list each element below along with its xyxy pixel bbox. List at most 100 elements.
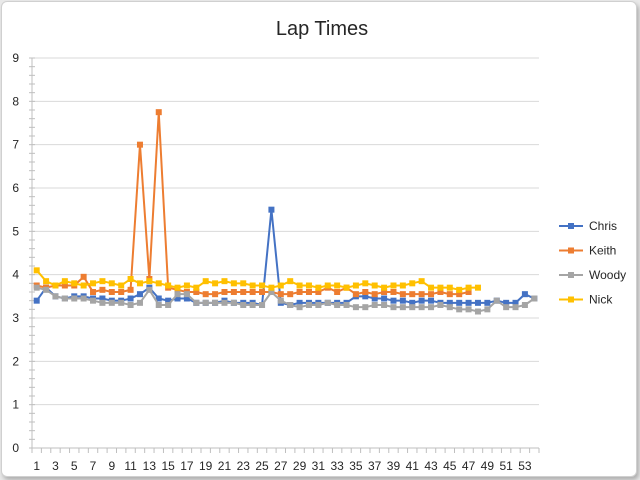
data-point-keith bbox=[437, 289, 444, 295]
x-tick-label: 9 bbox=[108, 459, 115, 473]
data-point-nick bbox=[33, 267, 40, 274]
data-point-woody bbox=[212, 299, 219, 306]
data-point-chris bbox=[268, 206, 275, 213]
data-point-keith bbox=[155, 109, 162, 116]
data-point-keith bbox=[61, 282, 68, 289]
data-point-nick bbox=[230, 280, 237, 287]
data-point-chris bbox=[165, 297, 172, 304]
data-point-woody bbox=[484, 306, 491, 313]
data-point-woody bbox=[446, 304, 453, 311]
data-point-woody bbox=[90, 297, 97, 304]
data-point-woody bbox=[99, 299, 106, 306]
data-point-woody bbox=[193, 299, 200, 306]
data-point-nick bbox=[371, 282, 378, 289]
x-tick-label: 15 bbox=[161, 459, 175, 473]
data-point-woody bbox=[456, 306, 463, 313]
data-point-keith bbox=[259, 289, 266, 295]
data-point-nick bbox=[465, 284, 472, 291]
x-tick-label: 45 bbox=[443, 459, 457, 473]
data-point-keith bbox=[409, 291, 416, 298]
data-point-nick bbox=[334, 282, 341, 289]
data-point-woody bbox=[230, 299, 237, 306]
data-point-woody bbox=[268, 289, 275, 295]
data-point-keith bbox=[371, 291, 378, 298]
data-point-nick bbox=[221, 278, 228, 285]
data-point-nick bbox=[174, 284, 181, 291]
data-point-nick bbox=[418, 278, 425, 285]
data-point-chris bbox=[456, 299, 463, 306]
data-point-nick bbox=[259, 282, 266, 289]
data-point-woody bbox=[409, 304, 416, 311]
data-point-woody bbox=[305, 302, 312, 308]
legend-label-keith: Keith bbox=[589, 244, 616, 258]
data-point-woody bbox=[33, 284, 40, 291]
data-point-keith bbox=[362, 289, 369, 295]
data-point-nick bbox=[136, 280, 143, 287]
y-tick-label: 5 bbox=[12, 224, 19, 238]
x-tick-label: 39 bbox=[387, 459, 401, 473]
data-point-nick bbox=[61, 278, 68, 285]
data-point-woody bbox=[52, 293, 59, 300]
data-point-nick bbox=[127, 276, 134, 282]
x-tick-label: 11 bbox=[124, 459, 137, 473]
data-point-nick bbox=[108, 280, 115, 287]
data-point-nick bbox=[146, 278, 153, 285]
data-point-keith bbox=[202, 291, 209, 298]
data-point-nick bbox=[352, 282, 359, 289]
data-point-nick bbox=[165, 282, 172, 289]
data-point-woody bbox=[521, 302, 528, 308]
data-point-woody bbox=[43, 286, 50, 293]
data-point-woody bbox=[108, 299, 115, 306]
data-point-keith bbox=[230, 289, 237, 295]
data-point-woody bbox=[531, 295, 538, 302]
data-point-chris bbox=[428, 297, 435, 304]
data-point-woody bbox=[381, 302, 388, 308]
data-point-woody bbox=[61, 295, 68, 302]
x-tick-label: 3 bbox=[52, 459, 59, 473]
data-point-woody bbox=[240, 302, 247, 308]
data-point-nick bbox=[99, 278, 106, 285]
data-point-nick bbox=[437, 284, 444, 291]
data-point-nick bbox=[155, 280, 162, 287]
data-point-woody bbox=[183, 291, 190, 298]
data-point-keith bbox=[287, 291, 294, 298]
data-point-woody bbox=[437, 302, 444, 308]
data-point-nick bbox=[193, 284, 200, 291]
data-point-woody bbox=[390, 304, 397, 311]
x-tick-label: 29 bbox=[293, 459, 307, 473]
data-point-chris bbox=[465, 299, 472, 306]
data-point-keith bbox=[399, 291, 406, 298]
data-point-keith bbox=[305, 289, 312, 295]
data-point-chris bbox=[409, 299, 416, 306]
data-point-chris bbox=[371, 295, 378, 302]
data-point-keith bbox=[352, 291, 359, 298]
data-point-nick bbox=[399, 282, 406, 289]
data-point-keith bbox=[240, 289, 247, 295]
x-tick-label: 37 bbox=[368, 459, 382, 473]
data-point-woody bbox=[287, 302, 294, 308]
data-point-woody bbox=[474, 308, 481, 315]
data-point-keith bbox=[136, 141, 143, 148]
legend-marker-woody bbox=[568, 272, 574, 278]
data-point-nick bbox=[183, 282, 190, 289]
x-tick-label: 31 bbox=[312, 459, 326, 473]
data-point-keith bbox=[193, 289, 200, 295]
data-point-keith bbox=[418, 291, 425, 298]
x-tick-label: 47 bbox=[462, 459, 476, 473]
data-point-nick bbox=[90, 280, 97, 287]
data-point-woody bbox=[80, 295, 87, 302]
data-point-woody bbox=[202, 299, 209, 306]
data-point-chris bbox=[418, 297, 425, 304]
y-tick-label: 1 bbox=[12, 398, 19, 412]
data-point-woody bbox=[315, 302, 322, 308]
data-point-nick bbox=[324, 282, 331, 289]
legend-label-nick: Nick bbox=[589, 293, 613, 307]
x-tick-label: 25 bbox=[255, 459, 269, 473]
data-point-nick bbox=[249, 282, 256, 289]
y-tick-label: 8 bbox=[12, 94, 19, 108]
data-point-woody bbox=[221, 299, 228, 306]
x-tick-label: 33 bbox=[330, 459, 344, 473]
legend-label-chris: Chris bbox=[589, 219, 617, 233]
data-point-woody bbox=[146, 286, 153, 293]
